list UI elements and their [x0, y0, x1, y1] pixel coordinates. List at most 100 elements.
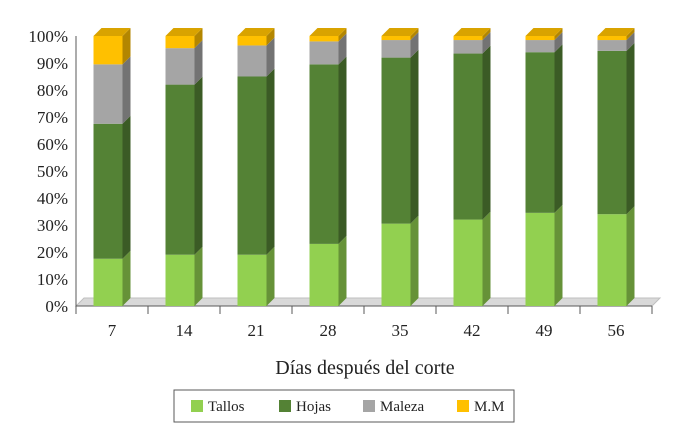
bar-segment-side — [482, 45, 491, 220]
y-tick-label: 20% — [37, 243, 68, 262]
bar-segment-maleza — [237, 37, 275, 77]
bar-segment-front — [309, 64, 339, 244]
y-tick-label: 10% — [37, 270, 68, 289]
bar-segment-side — [194, 28, 203, 49]
legend-item: M.M — [457, 399, 504, 415]
bar-segment-tallos — [237, 246, 275, 306]
bar-segment-front — [381, 57, 411, 224]
bar-stack — [453, 28, 491, 306]
bar-segment-side — [554, 32, 563, 53]
bar-segment-tallos — [381, 215, 419, 306]
bar-segment-front — [237, 45, 267, 77]
legend: Tallos Hojas Maleza M.M — [173, 389, 515, 423]
bar-segment-front — [309, 36, 339, 42]
bar-segment-tallos — [309, 235, 347, 306]
bar-segment-side — [554, 44, 563, 213]
bar-segment-side — [266, 246, 275, 306]
bar-segment-tallos — [525, 204, 563, 306]
bar-segment-side — [338, 56, 347, 244]
bar-stack — [93, 28, 131, 306]
bar-segment-side — [266, 37, 275, 77]
x-tick-label: 14 — [176, 321, 194, 340]
bar-segment-mm — [453, 28, 491, 41]
bar-segment-top — [309, 28, 347, 36]
bar-segment-top — [381, 28, 419, 36]
bar-segment-top — [525, 28, 563, 36]
bar-segment-front — [165, 48, 195, 85]
chart-floor — [74, 297, 662, 307]
x-tick-label: 56 — [608, 321, 625, 340]
bar-segment-top — [237, 28, 275, 36]
bar-segment-side — [554, 28, 563, 41]
x-axis-tick-labels: 7 14 21 28 35 42 49 56 — [108, 321, 625, 340]
bar-segment-side — [410, 215, 419, 306]
bar-segment-mm — [165, 28, 203, 49]
legend-item: Maleza — [363, 399, 424, 415]
bar-segment-front — [237, 254, 267, 306]
bar-segment-mm — [237, 28, 275, 46]
x-tick-label: 21 — [248, 321, 265, 340]
bar-segment-side — [554, 204, 563, 306]
legend-item: Hojas — [279, 399, 331, 415]
bar-segment-maleza — [93, 56, 131, 124]
y-tick-label: 60% — [37, 135, 68, 154]
bar-segment-side — [122, 56, 131, 124]
bar-segment-front — [525, 36, 555, 41]
bar-segment-side — [122, 250, 131, 306]
bar-segment-front — [237, 76, 267, 255]
y-tick-label: 30% — [37, 216, 68, 235]
bar-segment-front — [453, 219, 483, 306]
bar-segment-tallos — [93, 250, 131, 306]
legend-swatch — [191, 400, 203, 412]
chart-bars — [93, 28, 635, 306]
bar-segment-side — [338, 33, 347, 65]
x-axis-title: Días después del corte — [275, 357, 455, 379]
bar-stack — [165, 28, 203, 306]
bar-segment-side — [338, 28, 347, 42]
bar-segment-side — [410, 49, 419, 224]
bar-segment-front — [381, 223, 411, 306]
bar-stack — [237, 28, 275, 306]
bar-segment-front — [93, 36, 123, 65]
bar-segment-tallos — [453, 211, 491, 306]
bar-segment-side — [266, 68, 275, 255]
y-tick-label: 40% — [37, 189, 68, 208]
bar-segment-front — [525, 212, 555, 306]
bar-segment-front — [453, 40, 483, 54]
legend-label: Maleza — [380, 399, 424, 415]
legend-label: M.M — [474, 399, 504, 415]
bar-segment-front — [453, 36, 483, 41]
bar-segment-front — [165, 254, 195, 306]
bar-segment-top — [93, 28, 131, 36]
legend-swatch — [457, 400, 469, 412]
x-tick-label: 42 — [464, 321, 481, 340]
bar-segment-side — [194, 246, 203, 306]
x-tick-label: 28 — [320, 321, 337, 340]
legend-swatch — [363, 400, 375, 412]
y-tick-label: 80% — [37, 81, 68, 100]
bar-segment-side — [482, 211, 491, 306]
y-axis-tick-labels: 0% 10% 20% 30% 40% 50% 60% 70% 80% 90% 100% — [28, 27, 68, 316]
bar-segment-hojas — [453, 45, 491, 220]
bar-segment-front — [597, 214, 627, 306]
bar-segment-maleza — [597, 32, 635, 51]
bar-segment-maleza — [165, 40, 203, 85]
legend-swatch — [279, 400, 291, 412]
bar-segment-maleza — [381, 32, 419, 58]
x-tick-label: 7 — [108, 321, 117, 340]
bar-segment-front — [597, 36, 627, 41]
legend-item: Tallos — [191, 399, 245, 415]
bar-segment-hojas — [525, 44, 563, 213]
bar-segment-top — [165, 28, 203, 36]
bar-segment-front — [525, 40, 555, 53]
bar-segment-side — [482, 32, 491, 54]
bar-segment-maleza — [453, 32, 491, 54]
bar-segment-side — [194, 40, 203, 85]
bar-segment-side — [626, 206, 635, 306]
bar-segment-front — [93, 258, 123, 306]
bar-stack — [525, 28, 563, 306]
bar-segment-front — [525, 52, 555, 213]
chart-floor-plane — [74, 297, 662, 307]
bar-segment-hojas — [237, 68, 275, 255]
legend-label: Hojas — [296, 399, 331, 415]
